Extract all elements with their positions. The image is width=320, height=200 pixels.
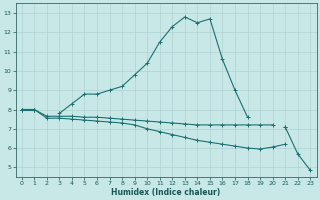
X-axis label: Humidex (Indice chaleur): Humidex (Indice chaleur) xyxy=(111,188,221,197)
